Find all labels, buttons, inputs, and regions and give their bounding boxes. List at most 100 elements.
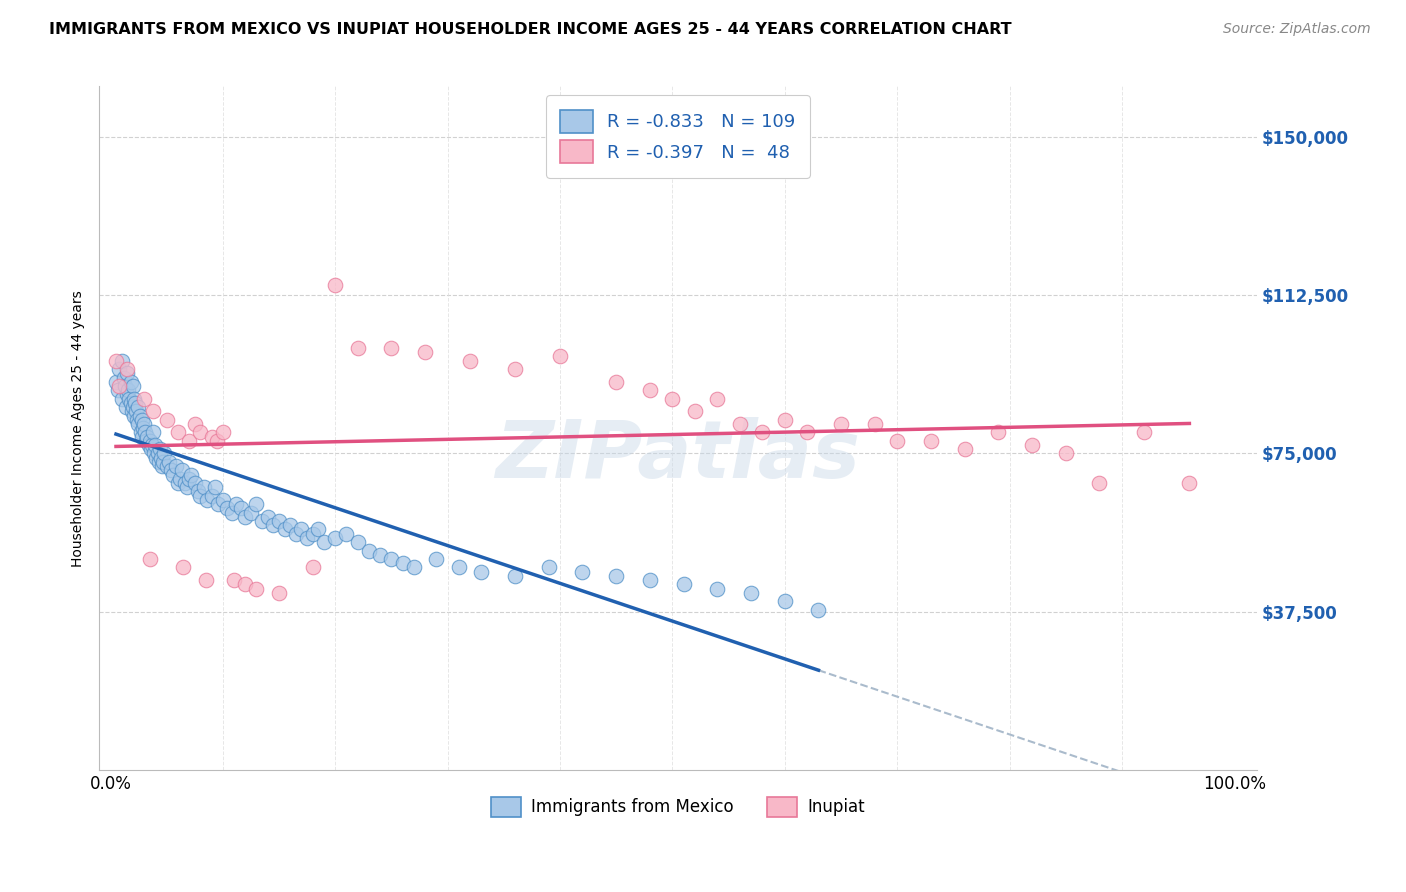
Point <box>124 396 146 410</box>
Point <box>796 425 818 440</box>
Point <box>250 514 273 528</box>
Point <box>128 409 150 423</box>
Point <box>110 392 132 406</box>
Point <box>751 425 773 440</box>
Point <box>120 375 142 389</box>
Point <box>307 523 329 537</box>
Point <box>173 476 195 491</box>
Point <box>136 429 159 443</box>
Point <box>122 392 145 406</box>
Point <box>278 518 301 533</box>
Point <box>207 497 229 511</box>
Point <box>148 455 170 469</box>
Point <box>183 476 205 491</box>
Point <box>115 387 138 401</box>
Point <box>176 480 198 494</box>
Point <box>886 434 908 448</box>
Point <box>323 531 346 545</box>
Point <box>301 526 323 541</box>
Point <box>368 548 391 562</box>
Point <box>194 573 217 587</box>
Point <box>114 379 136 393</box>
Point <box>160 463 183 477</box>
Point <box>169 472 191 486</box>
Point <box>146 446 169 460</box>
Point <box>110 353 132 368</box>
Point <box>425 552 447 566</box>
Point <box>183 417 205 431</box>
Point <box>166 425 188 440</box>
Point <box>177 472 200 486</box>
Point <box>256 509 278 524</box>
Point <box>863 417 886 431</box>
Point <box>121 379 143 393</box>
Point <box>153 446 176 460</box>
Point <box>127 417 149 431</box>
Point <box>728 417 751 431</box>
Text: IMMIGRANTS FROM MEXICO VS INUPIAT HOUSEHOLDER INCOME AGES 25 - 44 YEARS CORRELAT: IMMIGRANTS FROM MEXICO VS INUPIAT HOUSEH… <box>49 22 1012 37</box>
Point <box>537 560 560 574</box>
Point <box>149 442 172 457</box>
Point <box>267 586 290 600</box>
Point <box>447 560 470 574</box>
Point <box>402 560 425 574</box>
Point <box>200 489 222 503</box>
Point <box>195 492 218 507</box>
Point <box>166 476 188 491</box>
Point <box>132 417 155 431</box>
Point <box>118 392 141 406</box>
Point <box>245 497 267 511</box>
Text: ZIPatlas: ZIPatlas <box>495 417 860 494</box>
Point <box>127 400 149 414</box>
Point <box>120 396 142 410</box>
Point <box>155 459 177 474</box>
Point <box>193 480 215 494</box>
Point <box>222 573 245 587</box>
Point <box>807 602 830 616</box>
Point <box>121 404 143 418</box>
Point <box>139 442 162 457</box>
Point <box>1178 476 1201 491</box>
Point <box>211 492 233 507</box>
Point <box>323 277 346 292</box>
Point <box>301 560 323 574</box>
Point <box>112 370 135 384</box>
Point <box>773 413 796 427</box>
Point <box>177 434 200 448</box>
Point <box>335 526 357 541</box>
Point <box>638 383 661 397</box>
Point <box>605 569 627 583</box>
Point <box>262 518 284 533</box>
Point <box>740 586 762 600</box>
Text: Source: ZipAtlas.com: Source: ZipAtlas.com <box>1223 22 1371 37</box>
Point <box>188 425 211 440</box>
Point <box>503 569 526 583</box>
Legend: Immigrants from Mexico, Inupiat: Immigrants from Mexico, Inupiat <box>485 790 872 823</box>
Point <box>117 383 139 397</box>
Point <box>104 375 127 389</box>
Point <box>987 425 1010 440</box>
Y-axis label: Householder Income Ages 25 - 44 years: Householder Income Ages 25 - 44 years <box>72 290 86 566</box>
Point <box>143 446 166 460</box>
Point <box>346 535 368 549</box>
Point <box>1054 446 1077 460</box>
Point <box>638 573 661 587</box>
Point <box>204 480 226 494</box>
Point <box>131 413 153 427</box>
Point <box>150 459 173 474</box>
Point <box>357 543 380 558</box>
Point <box>211 425 233 440</box>
Point <box>413 345 436 359</box>
Point <box>172 463 194 477</box>
Point <box>239 506 262 520</box>
Point <box>188 489 211 503</box>
Point <box>108 379 131 393</box>
Point <box>548 350 571 364</box>
Point <box>225 497 247 511</box>
Point <box>187 484 209 499</box>
Point <box>830 417 852 431</box>
Point <box>138 552 160 566</box>
Point <box>661 392 683 406</box>
Point <box>115 362 138 376</box>
Point <box>125 404 148 418</box>
